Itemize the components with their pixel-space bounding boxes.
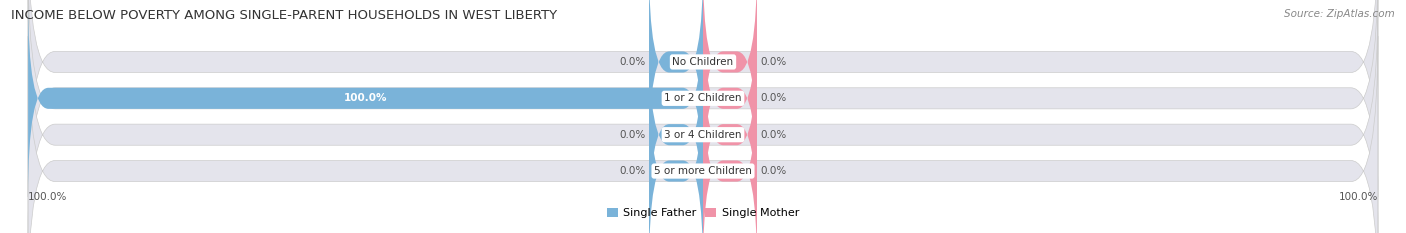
Text: 1 or 2 Children: 1 or 2 Children (664, 93, 742, 103)
Legend: Single Father, Single Mother: Single Father, Single Mother (602, 204, 804, 223)
Text: No Children: No Children (672, 57, 734, 67)
FancyBboxPatch shape (703, 0, 756, 161)
Text: INCOME BELOW POVERTY AMONG SINGLE-PARENT HOUSEHOLDS IN WEST LIBERTY: INCOME BELOW POVERTY AMONG SINGLE-PARENT… (11, 9, 557, 22)
Text: 100.0%: 100.0% (1339, 192, 1378, 202)
Text: 0.0%: 0.0% (761, 57, 786, 67)
FancyBboxPatch shape (650, 36, 703, 233)
FancyBboxPatch shape (703, 0, 756, 197)
Text: 0.0%: 0.0% (620, 130, 645, 140)
Text: 100.0%: 100.0% (344, 93, 387, 103)
FancyBboxPatch shape (28, 36, 1378, 233)
FancyBboxPatch shape (28, 0, 1378, 233)
FancyBboxPatch shape (650, 0, 703, 161)
Text: Source: ZipAtlas.com: Source: ZipAtlas.com (1284, 9, 1395, 19)
FancyBboxPatch shape (28, 0, 1378, 233)
FancyBboxPatch shape (703, 72, 756, 233)
Text: 0.0%: 0.0% (620, 57, 645, 67)
Text: 3 or 4 Children: 3 or 4 Children (664, 130, 742, 140)
FancyBboxPatch shape (28, 0, 1378, 197)
Text: 0.0%: 0.0% (761, 166, 786, 176)
Text: 0.0%: 0.0% (761, 93, 786, 103)
Text: 0.0%: 0.0% (761, 130, 786, 140)
FancyBboxPatch shape (28, 0, 703, 197)
FancyBboxPatch shape (650, 72, 703, 233)
Text: 0.0%: 0.0% (620, 166, 645, 176)
FancyBboxPatch shape (703, 36, 756, 233)
Text: 100.0%: 100.0% (28, 192, 67, 202)
Text: 5 or more Children: 5 or more Children (654, 166, 752, 176)
